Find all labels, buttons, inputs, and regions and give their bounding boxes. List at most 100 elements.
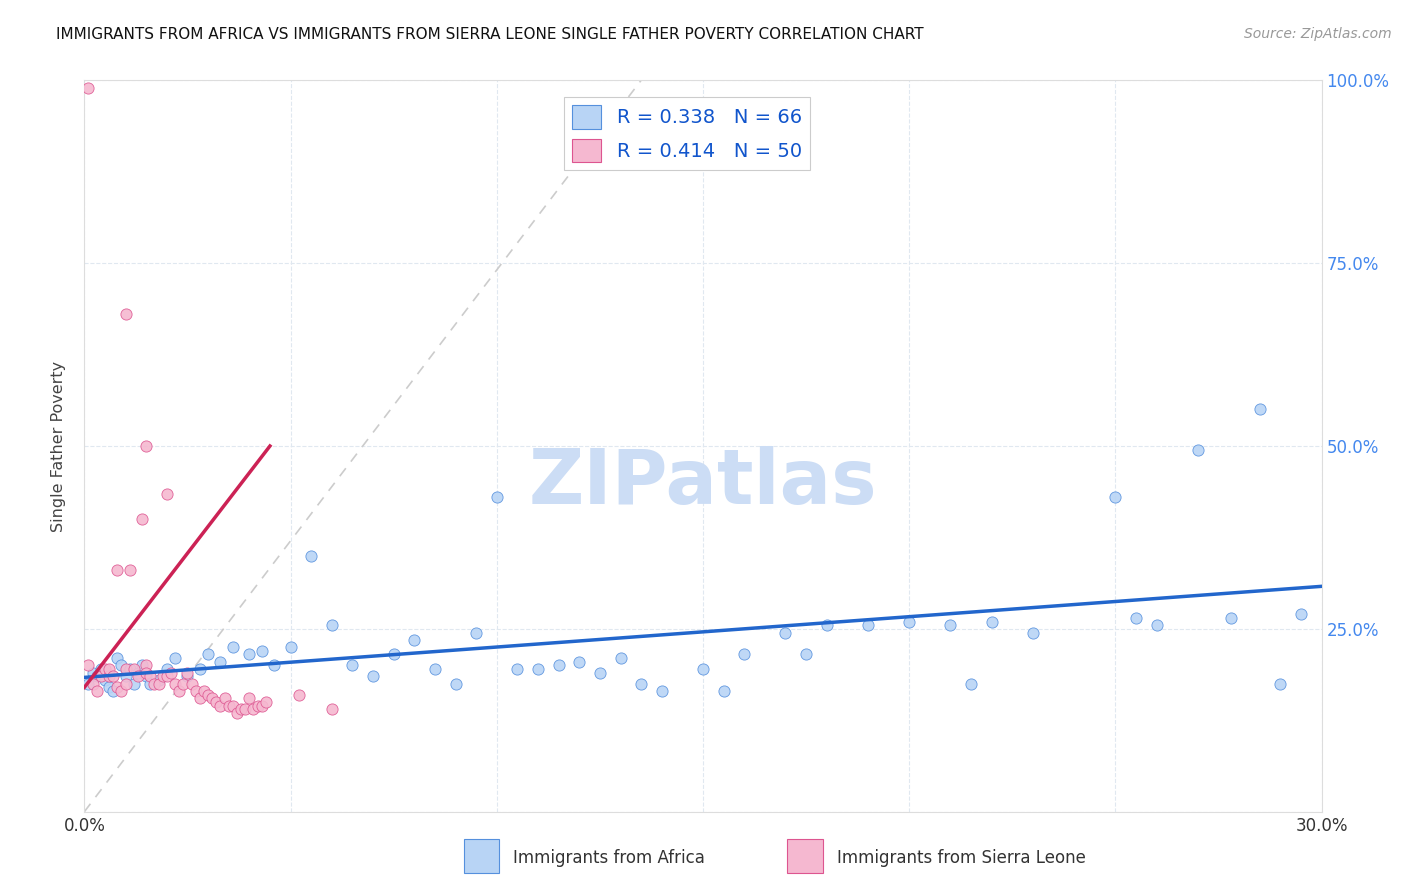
Point bbox=[77, 676, 100, 690]
Point bbox=[589, 665, 612, 680]
Point bbox=[118, 563, 141, 577]
Point bbox=[263, 658, 285, 673]
Point bbox=[82, 665, 104, 680]
Point bbox=[110, 658, 132, 673]
Point bbox=[361, 669, 384, 683]
Point bbox=[288, 688, 311, 702]
Point bbox=[114, 669, 136, 683]
Point bbox=[148, 673, 170, 687]
Point bbox=[114, 307, 136, 321]
Point bbox=[609, 651, 631, 665]
Y-axis label: Single Father Poverty: Single Father Poverty bbox=[51, 360, 66, 532]
Point bbox=[209, 655, 232, 669]
Point bbox=[242, 702, 264, 716]
Point bbox=[135, 669, 157, 683]
Point bbox=[90, 669, 112, 683]
Point bbox=[254, 695, 277, 709]
Point bbox=[105, 651, 128, 665]
Point bbox=[176, 665, 198, 680]
Point bbox=[1022, 625, 1045, 640]
Point bbox=[321, 618, 343, 632]
FancyBboxPatch shape bbox=[464, 838, 499, 873]
Point bbox=[547, 658, 569, 673]
Point bbox=[131, 512, 153, 526]
Point bbox=[485, 490, 508, 504]
Point bbox=[218, 698, 240, 713]
Point bbox=[184, 684, 207, 698]
Point bbox=[1249, 402, 1271, 417]
Point bbox=[188, 662, 211, 676]
Point bbox=[160, 665, 183, 680]
Point bbox=[105, 681, 128, 695]
Text: IMMIGRANTS FROM AFRICA VS IMMIGRANTS FROM SIERRA LEONE SINGLE FATHER POVERTY COR: IMMIGRANTS FROM AFRICA VS IMMIGRANTS FRO… bbox=[56, 27, 924, 42]
Point bbox=[135, 665, 157, 680]
Point bbox=[856, 618, 879, 632]
Legend: R = 0.338   N = 66, R = 0.414   N = 50: R = 0.338 N = 66, R = 0.414 N = 50 bbox=[564, 97, 810, 170]
Point bbox=[131, 658, 153, 673]
Point bbox=[527, 662, 550, 676]
Point bbox=[114, 662, 136, 676]
Point bbox=[103, 684, 125, 698]
Text: ZIPatlas: ZIPatlas bbox=[529, 446, 877, 519]
Point bbox=[165, 676, 187, 690]
Point bbox=[775, 625, 797, 640]
Point bbox=[180, 676, 202, 690]
Point bbox=[90, 662, 112, 676]
Point bbox=[77, 658, 100, 673]
Point bbox=[342, 658, 364, 673]
Point bbox=[118, 662, 141, 676]
Point bbox=[156, 662, 179, 676]
Point bbox=[167, 684, 190, 698]
Point bbox=[82, 676, 104, 690]
Point bbox=[193, 684, 215, 698]
Point bbox=[205, 695, 228, 709]
Point bbox=[156, 486, 179, 500]
Point bbox=[229, 702, 252, 716]
Point bbox=[444, 676, 467, 690]
Point bbox=[214, 691, 236, 706]
Point bbox=[506, 662, 529, 676]
Point bbox=[233, 702, 256, 716]
Point bbox=[105, 563, 128, 577]
Point bbox=[110, 684, 132, 698]
Point bbox=[713, 684, 735, 698]
Point bbox=[165, 651, 187, 665]
Point bbox=[222, 640, 245, 655]
Point bbox=[172, 676, 194, 690]
Point bbox=[139, 669, 162, 683]
Point bbox=[222, 698, 245, 713]
Point bbox=[143, 676, 166, 690]
Point bbox=[630, 676, 652, 690]
Point bbox=[1187, 442, 1209, 457]
Point bbox=[135, 658, 157, 673]
Point bbox=[382, 648, 405, 662]
Point bbox=[1289, 607, 1312, 622]
Point bbox=[794, 648, 817, 662]
Point bbox=[692, 662, 714, 676]
Point bbox=[1270, 676, 1292, 690]
Point bbox=[321, 702, 343, 716]
Point bbox=[139, 676, 162, 690]
Point bbox=[1104, 490, 1126, 504]
Text: Source: ZipAtlas.com: Source: ZipAtlas.com bbox=[1244, 27, 1392, 41]
Point bbox=[122, 662, 145, 676]
Point bbox=[98, 662, 121, 676]
Point bbox=[98, 681, 121, 695]
Point bbox=[103, 669, 125, 683]
Point bbox=[86, 669, 108, 683]
Point bbox=[201, 691, 224, 706]
Point bbox=[176, 669, 198, 683]
Point bbox=[197, 688, 219, 702]
Point bbox=[127, 665, 149, 680]
Point bbox=[960, 676, 983, 690]
Point bbox=[152, 669, 174, 683]
Point bbox=[238, 691, 260, 706]
Point bbox=[122, 676, 145, 690]
Point bbox=[939, 618, 962, 632]
Point bbox=[114, 676, 136, 690]
Point bbox=[733, 648, 755, 662]
Point bbox=[404, 632, 426, 647]
Point bbox=[1125, 611, 1147, 625]
Point bbox=[1146, 618, 1168, 632]
Point bbox=[250, 644, 273, 658]
